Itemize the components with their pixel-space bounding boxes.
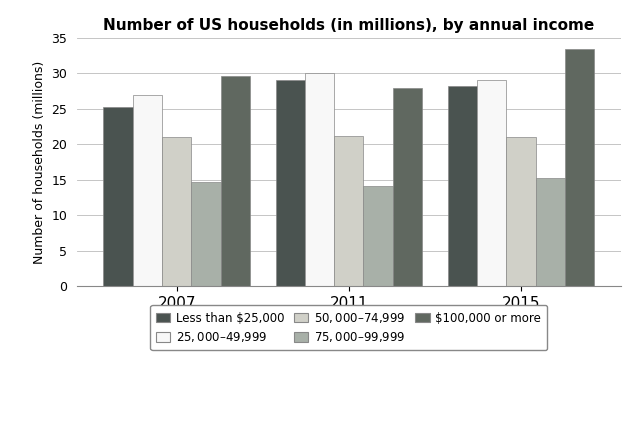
Bar — [364, 186, 393, 286]
Bar — [104, 107, 132, 286]
Title: Number of US households (in millions), by annual income: Number of US households (in millions), b… — [103, 18, 595, 32]
Bar — [506, 137, 536, 286]
Y-axis label: Number of households (millions): Number of households (millions) — [33, 61, 45, 264]
Bar — [565, 48, 594, 286]
Bar — [536, 179, 565, 286]
Bar — [334, 136, 364, 286]
Bar — [221, 75, 250, 286]
Legend: Less than $25,000, $25,000–$49,999, $50,000–$74,999, $75,000–$99,999, $100,000 o: Less than $25,000, $25,000–$49,999, $50,… — [150, 305, 547, 350]
Bar — [448, 86, 477, 286]
X-axis label: Year: Year — [328, 317, 369, 335]
Bar — [276, 80, 305, 286]
Bar — [477, 80, 506, 286]
Bar — [393, 88, 422, 286]
Bar — [162, 137, 191, 286]
Bar — [191, 182, 221, 286]
Bar — [305, 73, 334, 286]
Bar — [132, 95, 162, 286]
